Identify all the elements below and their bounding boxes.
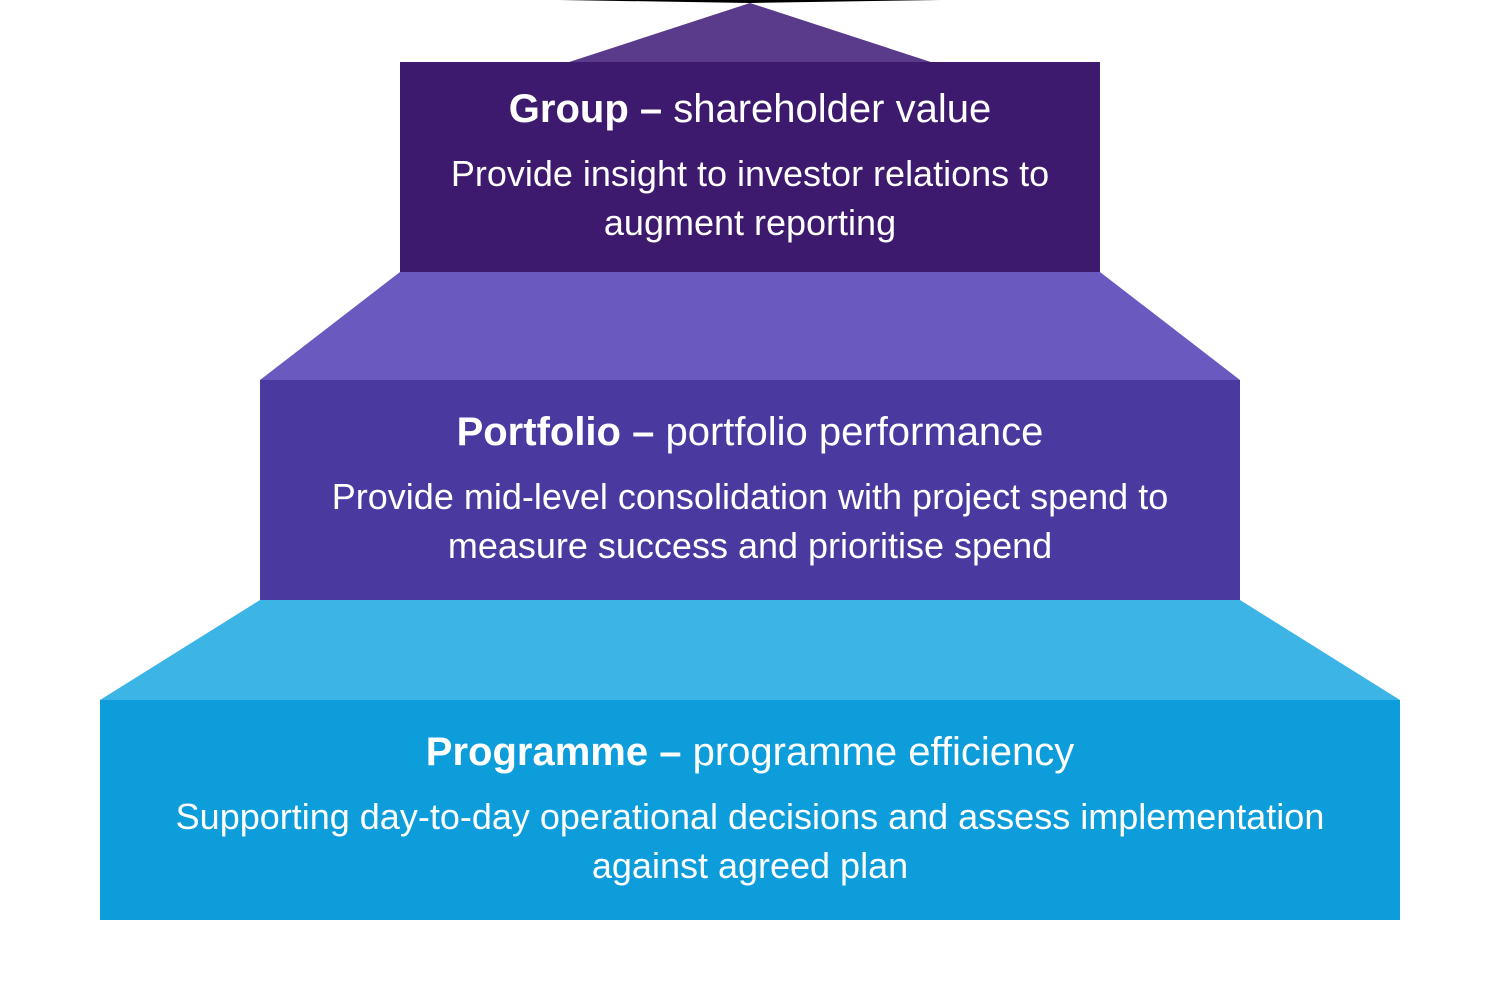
tier-programme-face: Programme – programme efficiency Support… [100,700,1400,920]
tier-portfolio-desc: Provide mid-level consolidation with pro… [300,473,1200,570]
tier-programme: Programme – programme efficiency Support… [100,700,1400,920]
tier-portfolio-face: Portfolio – portfolio performance Provid… [260,380,1240,600]
tier-portfolio-title-rest: portfolio performance [654,410,1043,454]
tier-portfolio-title-bold: Portfolio – [457,410,655,454]
tier-portfolio-bevel [260,272,1240,380]
tier-group-face: Group – shareholder value Provide insigh… [400,62,1100,272]
tier-portfolio: Portfolio – portfolio performance Provid… [260,380,1240,600]
tier-group-title-rest: shareholder value [662,87,991,131]
tier-programme-bevel [100,600,1400,700]
tier-group-title-bold: Group – [509,87,662,131]
tier-programme-desc: Supporting day-to-day operational decisi… [140,793,1360,890]
tier-group-title: Group – shareholder value [509,87,991,132]
tier-programme-title-bold: Programme – [426,730,682,774]
tier-portfolio-title: Portfolio – portfolio performance [457,410,1044,455]
tier-programme-title: Programme – programme efficiency [426,730,1074,775]
tier-group-desc: Provide insight to investor relations to… [440,150,1060,247]
pyramid-diagram: Group – shareholder value Provide insigh… [0,0,1500,1000]
tier-programme-title-rest: programme efficiency [681,730,1074,774]
tier-group-roof [560,0,940,65]
tier-group: Group – shareholder value Provide insigh… [400,62,1100,272]
